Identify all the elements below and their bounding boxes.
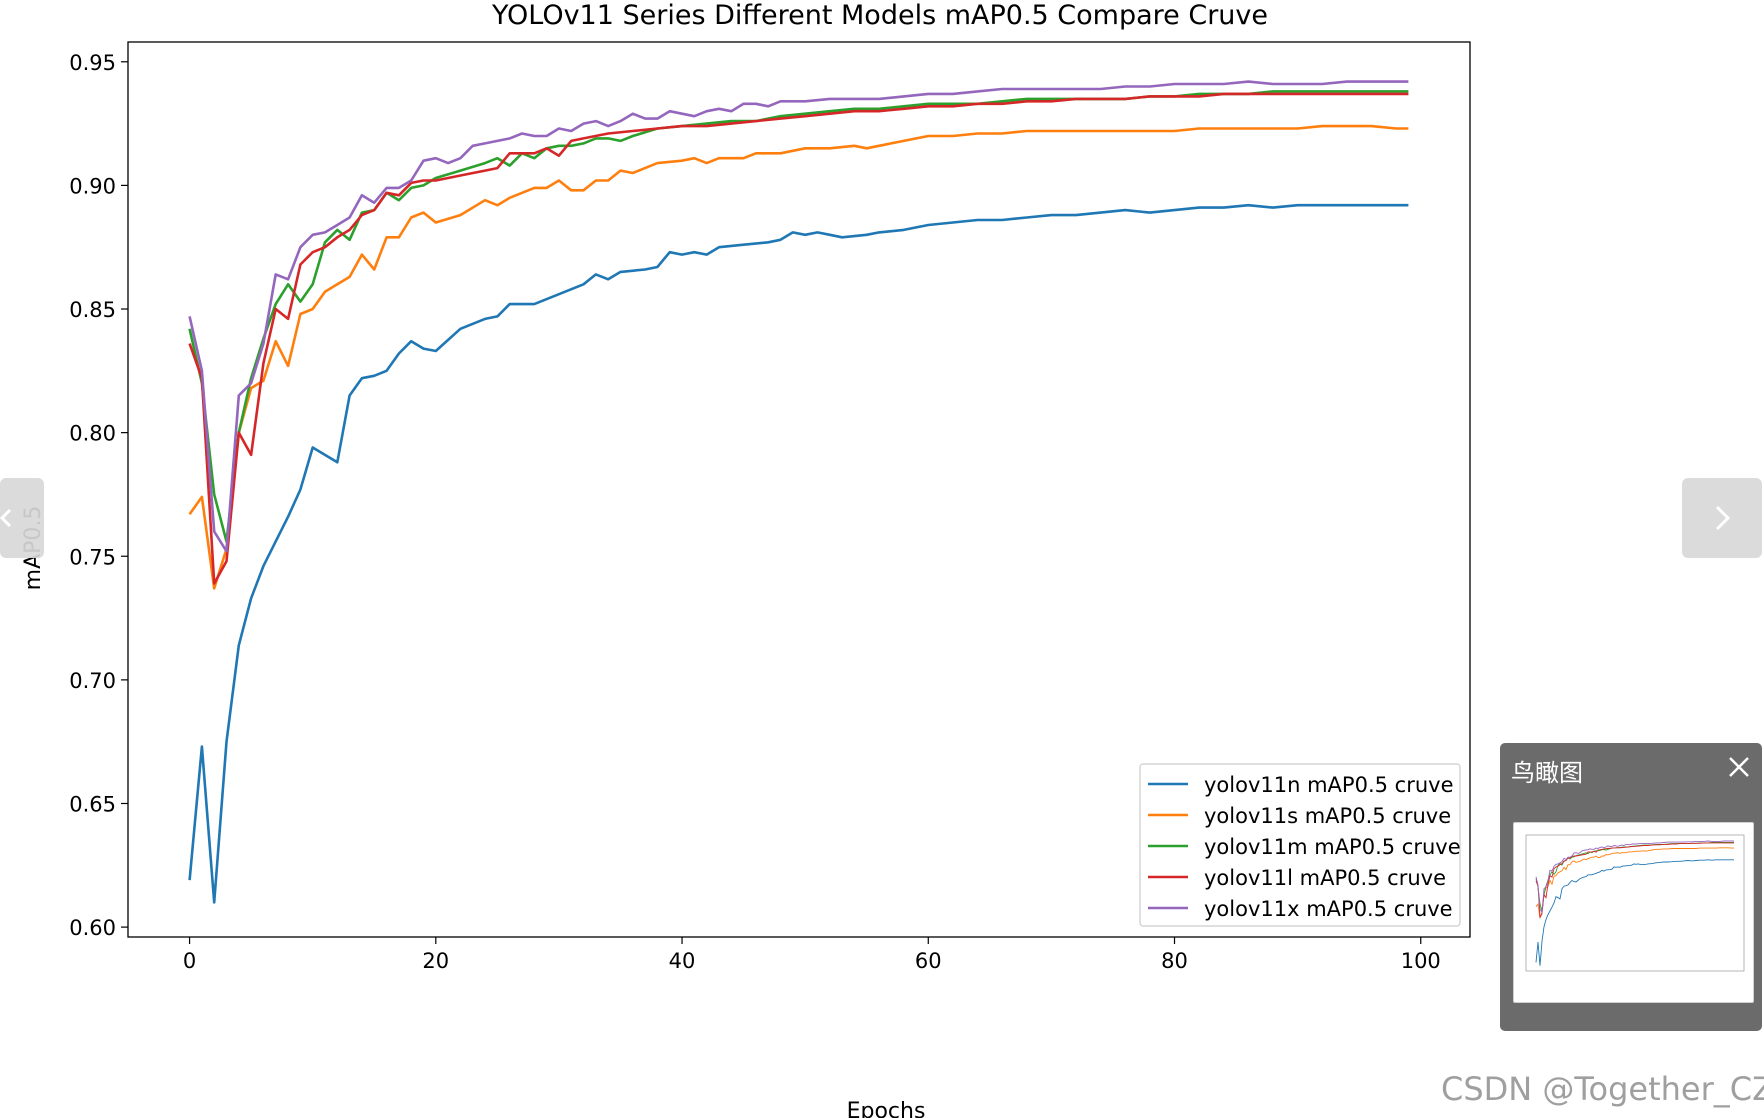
overview-thumbnail-chart (1525, 834, 1745, 972)
series-line-4 (188, 92, 1409, 585)
x-axis: 0 20 40 60 80 100 (183, 937, 1441, 973)
series-line-2 (188, 124, 1409, 590)
y-tick-label: 0.95 (69, 51, 116, 75)
y-axis: 0.60 0.65 0.70 0.75 0.80 0.85 0.90 0.95 (69, 51, 128, 940)
x-tick-label: 80 (1161, 949, 1188, 973)
y-tick-label: 0.70 (69, 669, 116, 693)
overview-panel: 鸟瞰图 (1500, 743, 1762, 1031)
y-tick-label: 0.75 (69, 545, 116, 569)
series-line-5 (188, 80, 1409, 553)
thumbnail-series-4 (1535, 842, 1734, 919)
chevron-right-icon (1715, 505, 1731, 531)
thumbnail-series-1 (1535, 859, 1734, 966)
overview-panel-title: 鸟瞰图 (1511, 759, 1583, 787)
next-image-button[interactable] (1682, 478, 1762, 558)
y-tick-label: 0.80 (69, 422, 116, 446)
series-line-1 (188, 203, 1409, 904)
close-icon[interactable] (1725, 753, 1753, 781)
x-tick-label: 40 (669, 949, 696, 973)
x-tick-label: 100 (1401, 949, 1441, 973)
watermark: CSDN @Together_CZ (1441, 1070, 1764, 1108)
legend-box (1139, 763, 1461, 927)
plot-area (127, 41, 1471, 938)
y-tick-label: 0.65 (69, 792, 116, 816)
y-tick-label: 0.90 (69, 174, 116, 198)
legend-label: yolov11n mAP0.5 cruve (1204, 773, 1454, 797)
x-tick-label: 20 (422, 949, 449, 973)
overview-thumbnail[interactable] (1513, 822, 1754, 1003)
thumbnail-frame (1525, 834, 1745, 972)
thumbnail-series-2 (1535, 847, 1734, 919)
series-layer (188, 80, 1409, 904)
legend-label: yolov11m mAP0.5 cruve (1204, 835, 1461, 859)
series-line-3 (188, 90, 1409, 543)
chevron-left-icon (0, 508, 12, 528)
previous-image-button[interactable] (0, 478, 44, 558)
legend-label: yolov11l mAP0.5 cruve (1204, 866, 1446, 890)
thumbnail-series-5 (1535, 840, 1734, 914)
plot-frame (127, 41, 1471, 938)
x-tick-label: 0 (183, 949, 196, 973)
thumbnail-series-3 (1535, 842, 1734, 912)
legend: yolov11n mAP0.5 cruve yolov11s mAP0.5 cru… (1139, 763, 1461, 927)
x-axis-label: Epochs (847, 1099, 926, 1118)
chart-title: YOLOv11 Series Different Models mAP0.5 C… (491, 0, 1268, 31)
y-tick-label: 0.85 (69, 298, 116, 322)
legend-label: yolov11x mAP0.5 cruve (1204, 897, 1453, 921)
legend-label: yolov11s mAP0.5 cruve (1204, 804, 1451, 828)
y-tick-label: 0.60 (69, 916, 116, 940)
x-tick-label: 60 (915, 949, 942, 973)
